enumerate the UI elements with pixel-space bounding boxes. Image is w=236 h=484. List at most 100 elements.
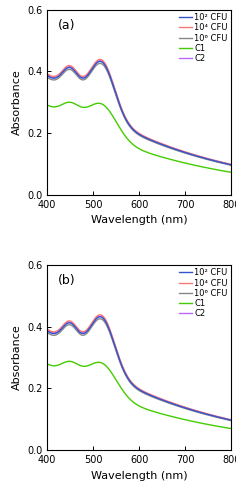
10² CFU (230, 417, 233, 423)
C1 (155, 152, 157, 158)
10² CFU (169, 400, 172, 406)
10⁶ CFU (129, 380, 132, 386)
10⁴ CFU (185, 405, 188, 410)
10⁴ CFU (155, 394, 157, 400)
10² CFU (155, 394, 157, 400)
C2 (78, 73, 81, 79)
10⁶ CFU (46, 330, 49, 335)
Line: C2: C2 (47, 316, 231, 420)
10⁶ CFU (185, 151, 188, 156)
10² CFU (169, 145, 172, 151)
C1 (129, 397, 132, 403)
Y-axis label: Absorbance: Absorbance (11, 325, 21, 391)
C1 (79, 363, 81, 368)
C2 (46, 72, 49, 78)
C1 (93, 101, 96, 107)
C2 (155, 139, 157, 145)
10⁴ CFU (169, 144, 172, 150)
10² CFU (46, 73, 49, 78)
Line: C1: C1 (47, 102, 231, 172)
10⁴ CFU (129, 123, 132, 129)
Line: C2: C2 (47, 60, 231, 165)
10⁴ CFU (155, 138, 157, 144)
C2 (99, 313, 101, 319)
10⁴ CFU (93, 316, 96, 322)
C1 (155, 409, 157, 415)
Legend: 10² CFU, 10⁴ CFU, 10⁶ CFU, C1, C2: 10² CFU, 10⁴ CFU, 10⁶ CFU, C1, C2 (179, 12, 229, 64)
C1 (93, 360, 96, 366)
Line: 10⁶ CFU: 10⁶ CFU (47, 319, 231, 421)
C2 (93, 317, 96, 323)
10⁴ CFU (185, 149, 188, 155)
10² CFU (129, 124, 132, 130)
C1 (185, 417, 188, 423)
C2 (46, 327, 49, 333)
Legend: 10² CFU, 10⁴ CFU, 10⁶ CFU, C1, C2: 10² CFU, 10⁴ CFU, 10⁶ CFU, C1, C2 (179, 268, 229, 319)
C2 (230, 162, 233, 167)
C2 (129, 379, 132, 385)
10⁶ CFU (185, 406, 188, 412)
10² CFU (129, 379, 132, 385)
10⁶ CFU (129, 125, 132, 131)
10⁶ CFU (93, 320, 96, 326)
10² CFU (185, 405, 188, 411)
10⁴ CFU (46, 71, 49, 76)
C2 (230, 417, 233, 423)
10⁶ CFU (169, 145, 172, 151)
10⁶ CFU (155, 140, 157, 146)
10² CFU (93, 62, 96, 68)
10² CFU (185, 150, 188, 156)
10² CFU (99, 59, 101, 64)
10⁴ CFU (169, 399, 172, 405)
10⁶ CFU (78, 331, 81, 337)
C1 (129, 139, 132, 145)
10² CFU (78, 74, 81, 80)
10⁶ CFU (93, 64, 96, 70)
10⁶ CFU (99, 316, 101, 322)
Line: C1: C1 (47, 361, 231, 429)
C1 (68, 358, 71, 364)
10⁶ CFU (99, 60, 101, 66)
C1 (79, 104, 81, 109)
Y-axis label: Absorbance: Absorbance (11, 69, 21, 135)
10⁶ CFU (169, 401, 172, 407)
10⁴ CFU (230, 417, 233, 423)
C2 (169, 400, 172, 406)
C2 (78, 329, 81, 334)
C1 (169, 156, 172, 162)
C2 (129, 123, 132, 129)
10² CFU (155, 139, 157, 145)
10⁴ CFU (78, 72, 81, 78)
10² CFU (230, 162, 233, 168)
10⁶ CFU (155, 395, 157, 401)
10⁴ CFU (129, 378, 132, 384)
10² CFU (99, 314, 101, 320)
C2 (155, 394, 157, 400)
Text: (a): (a) (58, 19, 76, 32)
C1 (46, 102, 49, 108)
10⁶ CFU (230, 418, 233, 424)
10⁶ CFU (46, 75, 49, 80)
C1 (230, 426, 233, 432)
10² CFU (78, 329, 81, 335)
C2 (185, 150, 188, 155)
X-axis label: Wavelength (nm): Wavelength (nm) (91, 470, 188, 481)
C1 (68, 99, 71, 105)
10⁴ CFU (46, 326, 49, 332)
C1 (185, 160, 188, 166)
10⁴ CFU (99, 57, 101, 62)
Line: 10² CFU: 10² CFU (47, 317, 231, 420)
10⁶ CFU (230, 163, 233, 168)
C2 (169, 144, 172, 150)
Line: 10⁴ CFU: 10⁴ CFU (47, 315, 231, 420)
Line: 10⁴ CFU: 10⁴ CFU (47, 60, 231, 165)
C2 (185, 405, 188, 411)
C2 (99, 58, 101, 63)
10⁶ CFU (78, 76, 81, 81)
10² CFU (46, 328, 49, 334)
C1 (230, 169, 233, 175)
10⁴ CFU (78, 328, 81, 333)
10⁴ CFU (99, 312, 101, 318)
Text: (b): (b) (58, 274, 76, 287)
10² CFU (93, 318, 96, 324)
